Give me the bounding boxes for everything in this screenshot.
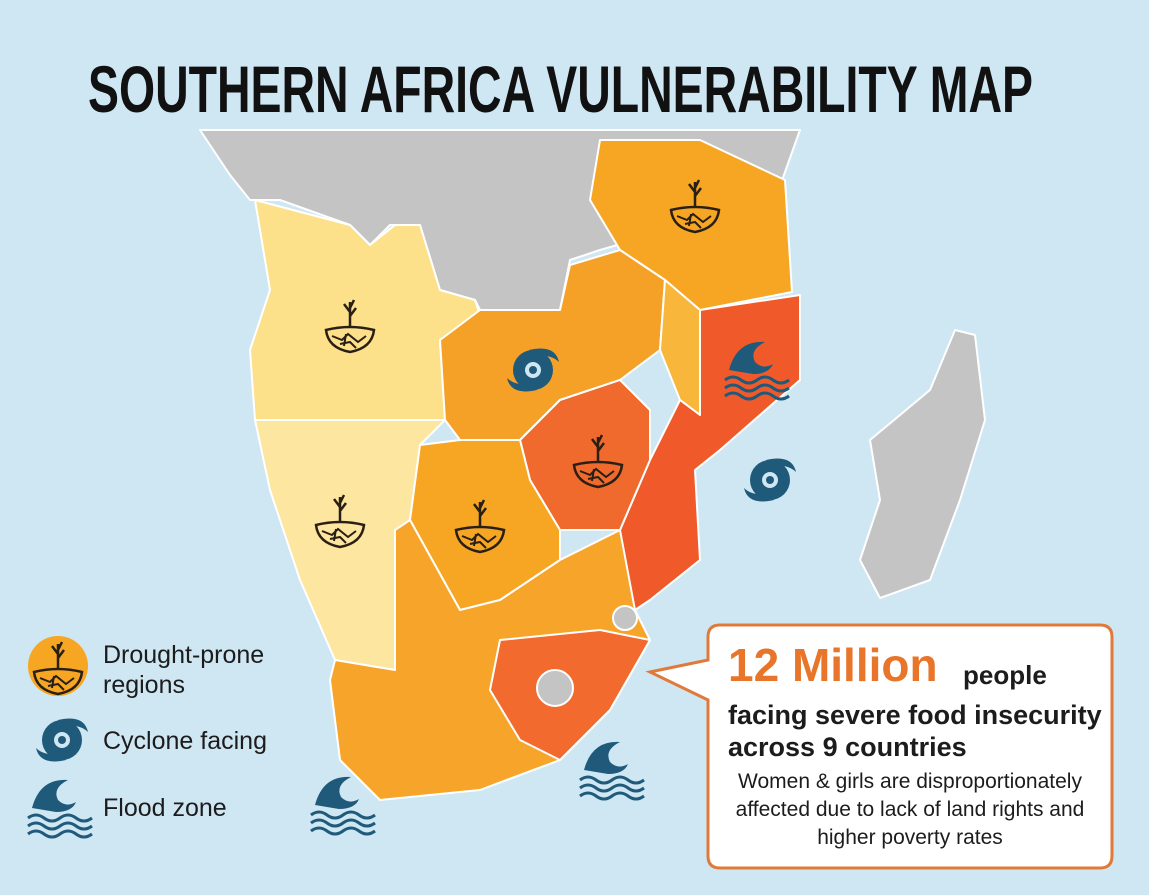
callout-line: across 9 countries bbox=[728, 732, 967, 762]
madagascar bbox=[859, 329, 986, 599]
eswatini bbox=[612, 605, 638, 631]
callout-headline-suffix: people bbox=[963, 660, 1047, 690]
lesotho bbox=[536, 669, 574, 707]
callout-note: Women & girls are disproportionately aff… bbox=[735, 770, 1085, 849]
callout-headline: 12 Million bbox=[728, 639, 938, 691]
legend-cyclone-icon bbox=[36, 718, 88, 762]
callout-line: facing severe food insecurity bbox=[728, 700, 1102, 730]
countries bbox=[199, 129, 986, 801]
legend-label: Cyclone facing bbox=[103, 727, 267, 755]
title: SOUTHERN AFRICA VULNERABILITY MAP bbox=[88, 52, 1033, 126]
legend-label: Drought-prone regions bbox=[103, 641, 265, 699]
legend-label: Flood zone bbox=[103, 794, 227, 822]
flood-icon bbox=[578, 740, 646, 801]
cyclone-icon bbox=[744, 458, 796, 502]
angola bbox=[249, 199, 481, 421]
callout-box bbox=[645, 623, 1114, 870]
legend-icons bbox=[26, 636, 94, 839]
legend-flood-icon bbox=[26, 778, 94, 839]
